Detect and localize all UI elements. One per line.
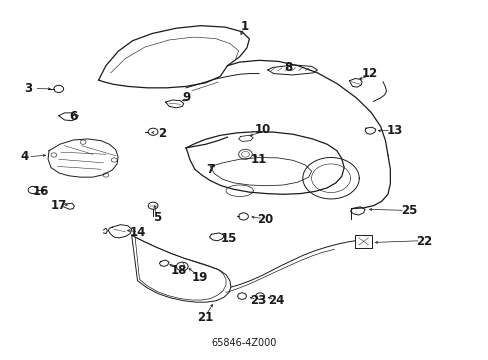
Text: 6: 6 (69, 110, 77, 123)
Text: 4: 4 (20, 150, 29, 163)
Text: 9: 9 (182, 91, 190, 104)
Text: 19: 19 (191, 271, 207, 284)
Text: 14: 14 (129, 226, 145, 239)
Text: 5: 5 (153, 211, 161, 224)
Text: 10: 10 (254, 123, 270, 136)
Text: 12: 12 (361, 67, 377, 80)
Text: 8: 8 (284, 61, 292, 74)
Text: 16: 16 (33, 185, 49, 198)
Text: 18: 18 (170, 264, 187, 276)
Text: 21: 21 (197, 311, 213, 324)
Text: 1: 1 (240, 20, 248, 33)
Text: 22: 22 (415, 235, 432, 248)
Text: 24: 24 (267, 294, 284, 307)
Text: 15: 15 (220, 233, 237, 246)
Text: 65846-4Z000: 65846-4Z000 (211, 338, 277, 348)
Text: 23: 23 (249, 294, 265, 307)
Text: 17: 17 (51, 198, 67, 212)
Text: 11: 11 (250, 153, 266, 166)
Text: 13: 13 (386, 124, 403, 137)
Text: 20: 20 (256, 213, 272, 226)
Text: 25: 25 (400, 204, 416, 217)
Text: 7: 7 (206, 163, 214, 176)
Text: 3: 3 (24, 82, 32, 95)
Text: 2: 2 (158, 127, 165, 140)
